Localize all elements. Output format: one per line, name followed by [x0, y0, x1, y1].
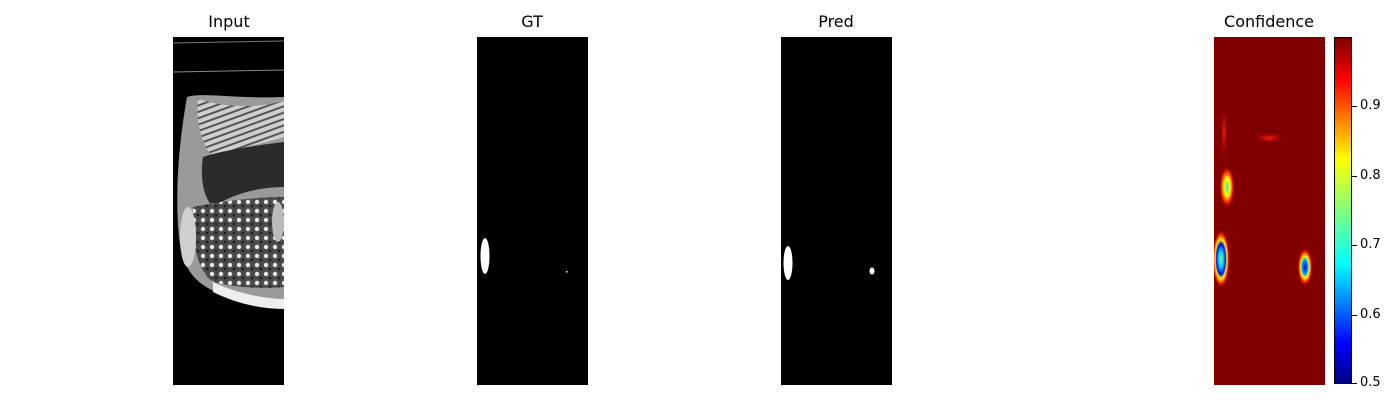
colorbar-tick-label: 0.6	[1360, 307, 1381, 322]
pred-image	[781, 37, 892, 385]
colorbar-tick-label: 0.7	[1360, 237, 1381, 252]
colorbar-tick	[1352, 106, 1357, 107]
colorbar-tick	[1352, 383, 1357, 384]
colorbar-tick	[1352, 245, 1357, 246]
gt-title: GT	[521, 12, 543, 31]
pred-title: Pred	[818, 12, 854, 31]
colorbar-tick-label: 0.8	[1360, 168, 1381, 183]
colorbar	[1334, 37, 1352, 384]
gt-image	[477, 37, 588, 385]
input-image	[173, 37, 284, 385]
colorbar-tick-label: 0.5	[1360, 375, 1381, 390]
confidence-image	[1214, 37, 1325, 385]
confidence-title: Confidence	[1224, 12, 1314, 31]
colorbar-tick	[1352, 176, 1357, 177]
input-title: Input	[208, 12, 250, 31]
colorbar-tick	[1352, 315, 1357, 316]
colorbar-tick-label: 0.9	[1360, 98, 1381, 113]
